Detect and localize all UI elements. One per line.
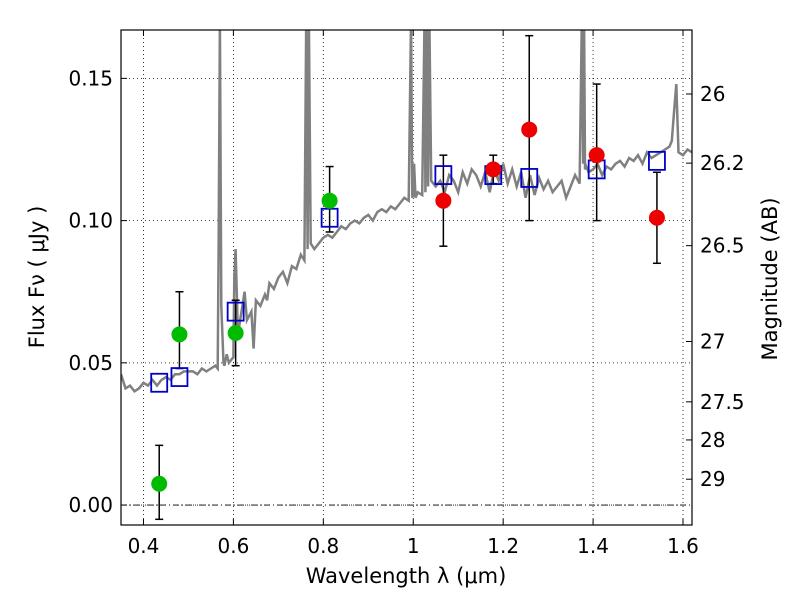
- markers-group: [150, 121, 666, 492]
- x-axis-label: Wavelength λ (μm): [306, 564, 507, 588]
- synthetic-photometry-square: [434, 165, 453, 185]
- y2-tick-label: 27: [700, 330, 725, 354]
- y2-tick-label: 26: [700, 82, 725, 106]
- y-tick-label: 0.00: [68, 493, 113, 517]
- nir-photometry-point: [648, 209, 665, 226]
- y-axis-right: 26 26.2 26.5 27 27.5 28 29: [686, 82, 745, 491]
- y2-tick-label: 27.5: [700, 390, 745, 414]
- synthetic-photometry-square: [320, 207, 339, 228]
- y-tick-label: 0.05: [68, 351, 113, 375]
- nir-photometry-point: [435, 192, 452, 209]
- model-spectrum-line: [121, 30, 692, 393]
- y-tick-label: 0.15: [68, 66, 113, 90]
- y-tick-label: 0.10: [68, 209, 113, 233]
- synthetic-photometry-square: [170, 367, 189, 387]
- optical-photometry-point: [227, 324, 244, 341]
- y2-tick-label: 29: [700, 467, 725, 491]
- x-axis: 0.4 0.6 0.8 1 1.2 1.4 1.6: [128, 30, 699, 558]
- model-spectrum-group: [121, 30, 692, 393]
- x-tick-label: 0.4: [128, 534, 160, 558]
- y2-tick-label: 28: [700, 428, 725, 452]
- synthetic-photometry-square: [520, 168, 539, 188]
- y2-tick-label: 26.5: [700, 234, 745, 258]
- synthetic-photometry-square: [648, 150, 666, 171]
- optical-photometry-point: [321, 192, 338, 209]
- x-tick-label: 1.6: [667, 534, 699, 558]
- x-tick-label: 1: [407, 534, 420, 558]
- optical-photometry-point: [151, 475, 168, 492]
- synthetic-photometry-square: [150, 372, 169, 393]
- nir-photometry-point: [521, 121, 538, 138]
- grid-lines: [121, 30, 692, 525]
- x-tick-label: 1.4: [577, 534, 609, 558]
- plot-frame: [120, 29, 693, 526]
- y2-axis-label: Magnitude (AB): [758, 197, 782, 360]
- x-tick-label: 0.8: [307, 534, 339, 558]
- nir-photometry-point: [485, 161, 502, 178]
- x-tick-label: 1.2: [487, 534, 519, 558]
- y-axis-left: 0.00 0.05 0.10 0.15: [68, 66, 127, 517]
- synthetic-photometry-square: [226, 301, 245, 322]
- y2-tick-label: 26.2: [700, 151, 745, 175]
- x-tick-label: 0.6: [217, 534, 249, 558]
- optical-photometry-point: [171, 326, 188, 343]
- nir-photometry-point: [588, 147, 605, 164]
- plot-area: [121, 30, 692, 525]
- y-axis-label: Flux Fν ( μJy ): [25, 206, 49, 349]
